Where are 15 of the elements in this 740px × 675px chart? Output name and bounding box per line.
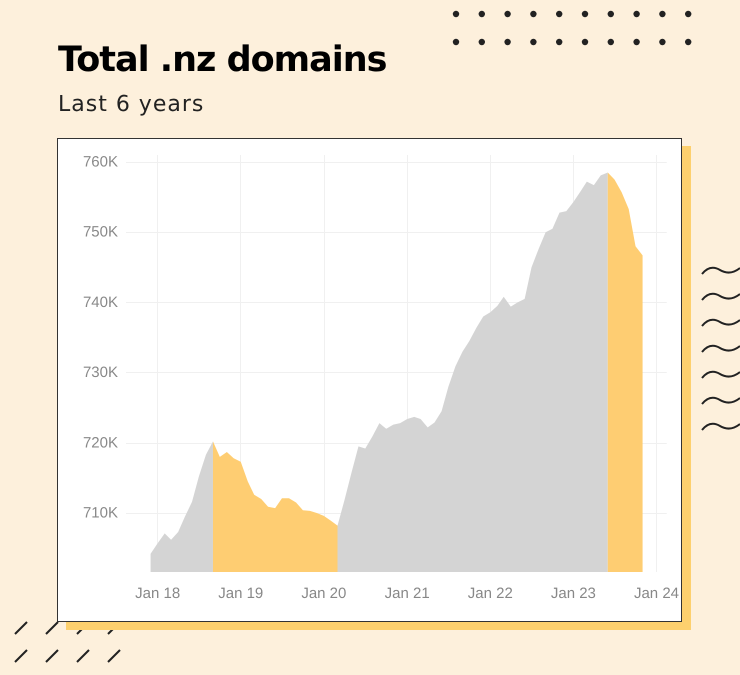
y-tick-label: 710K [82,504,118,522]
y-tick-label: 730K [82,364,118,382]
y-tick-label: 760K [82,154,118,171]
x-tick-label: Jan 18 [135,585,180,602]
chart-title: Total .nz domains [58,40,387,80]
chart-subtitle: Last 6 years [58,92,204,117]
x-tick-label: Jan 21 [384,585,430,602]
y-tick-label: 720K [82,434,118,452]
x-tick-label: Jan 22 [468,585,513,602]
x-tick-label: Jan 24 [634,585,680,602]
x-tick-label: Jan 23 [550,585,596,602]
x-tick-label: Jan 19 [218,585,264,602]
y-tick-label: 750K [82,224,118,241]
y-tick-label: 740K [82,294,118,311]
x-tick-label: Jan 20 [301,585,346,602]
